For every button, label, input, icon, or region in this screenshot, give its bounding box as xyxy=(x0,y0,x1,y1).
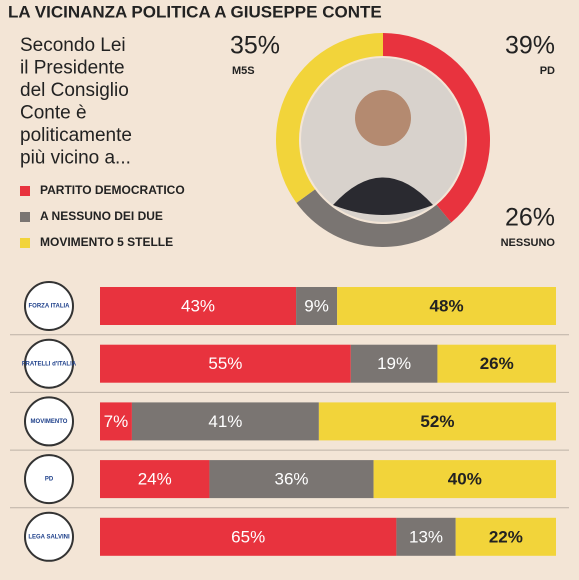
bar-segment xyxy=(437,344,556,383)
donut-slice xyxy=(383,33,490,223)
question-line: più vicino a... xyxy=(20,148,131,169)
bar-value-label: 43% xyxy=(181,296,215,315)
donut-value-label: 26% xyxy=(505,204,555,232)
party-logo-text: MOVIMENTO xyxy=(31,419,68,425)
donut-slice xyxy=(296,189,452,247)
party-logo xyxy=(24,396,74,447)
bar-segment xyxy=(100,402,132,441)
bar-segment xyxy=(373,460,556,499)
bar-segment xyxy=(396,517,456,556)
bar-segment xyxy=(296,287,338,325)
bar-value-label: 19% xyxy=(377,354,411,373)
donut-category-label: PD xyxy=(540,65,555,77)
bar-value-label: 65% xyxy=(231,527,265,546)
bar-value-label: 26% xyxy=(480,354,514,373)
bar-value-label: 7% xyxy=(104,412,129,431)
bar-value-label: 36% xyxy=(275,470,309,489)
portrait-suit xyxy=(333,177,433,215)
bar-segment xyxy=(337,287,556,325)
donut-value-label: 35% xyxy=(230,32,280,60)
title: LA VICINANZA POLITICA A GIUSEPPE CONTE xyxy=(8,2,382,21)
bar-segment xyxy=(100,287,297,325)
legend-label: MOVIMENTO 5 STELLE xyxy=(40,235,173,249)
party-logo-text: LEGA SALVINI xyxy=(28,534,70,540)
bar-value-label: 24% xyxy=(138,470,172,489)
portrait-face xyxy=(355,90,411,146)
party-logo xyxy=(24,281,74,331)
bar-segment xyxy=(131,402,319,441)
bar-value-label: 22% xyxy=(489,527,523,546)
question-line: Secondo Lei xyxy=(20,35,126,56)
bar-segment xyxy=(100,460,210,499)
party-logo xyxy=(24,511,74,562)
party-logo-text: FRATELLI d'ITALIA xyxy=(22,361,77,367)
party-logo-text: FORZA ITALIA xyxy=(29,304,71,310)
donut-slice xyxy=(275,32,383,203)
donut-category-label: M5S xyxy=(232,65,255,77)
party-logo xyxy=(24,454,74,505)
legend-swatch xyxy=(20,186,30,196)
bar-segment xyxy=(318,402,556,441)
question-line: del Consiglio xyxy=(20,80,129,101)
bar-segment xyxy=(209,460,374,499)
donut-category-label: NESSUNO xyxy=(501,237,556,249)
bar-value-label: 55% xyxy=(208,354,242,373)
question-line: Conte è xyxy=(20,103,87,124)
legend-swatch xyxy=(20,212,30,222)
legend-swatch xyxy=(20,238,30,248)
bar-value-label: 52% xyxy=(420,412,454,431)
bar-value-label: 48% xyxy=(430,296,464,315)
question-line: il Presidente xyxy=(20,58,125,79)
bar-value-label: 41% xyxy=(208,412,242,431)
bar-value-label: 40% xyxy=(448,470,482,489)
bar-segment xyxy=(100,344,351,383)
bar-segment xyxy=(455,517,556,556)
donut-value-label: 39% xyxy=(505,32,555,60)
party-logo-text: PD xyxy=(45,477,54,483)
legend-label: A NESSUNO DEI DUE xyxy=(40,209,163,223)
bar-segment xyxy=(100,517,397,556)
question-line: politicamente xyxy=(20,125,132,146)
party-logo xyxy=(24,338,74,389)
legend-label: PARTITO DEMOCRATICO xyxy=(40,183,185,197)
bar-value-label: 13% xyxy=(409,527,443,546)
bar-value-label: 9% xyxy=(304,296,329,315)
bar-segment xyxy=(350,344,438,383)
